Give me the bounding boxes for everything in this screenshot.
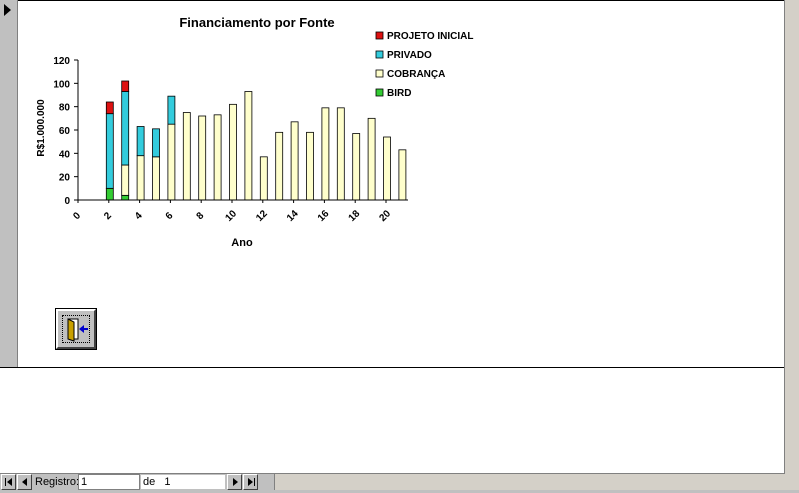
legend-label: PROJETO INICIAL xyxy=(387,31,474,42)
x-tick-label: 18 xyxy=(347,208,363,224)
bar-segment xyxy=(106,114,113,189)
x-tick-label: 6 xyxy=(164,210,176,222)
bar-segment xyxy=(399,150,406,200)
bar-segment xyxy=(276,132,283,200)
record-count: de 1 xyxy=(140,474,226,490)
size-grip[interactable] xyxy=(784,474,799,490)
next-icon xyxy=(233,478,238,486)
bar-segment xyxy=(122,92,129,166)
bar-segment xyxy=(122,165,129,195)
legend-label: PRIVADO xyxy=(387,50,432,61)
bar-segment xyxy=(168,96,175,124)
record-navigation-bar: Registro: 1 de 1 xyxy=(0,473,784,490)
y-tick-label: 60 xyxy=(59,126,71,137)
legend-swatch xyxy=(376,70,383,77)
first-record-icon xyxy=(5,478,6,486)
x-tick-label: 20 xyxy=(377,208,393,224)
bar-segment xyxy=(122,81,129,92)
record-number-input[interactable]: 1 xyxy=(78,474,140,490)
legend-swatch xyxy=(376,89,383,96)
x-tick-label: 2 xyxy=(102,210,114,222)
y-tick-label: 0 xyxy=(64,196,70,207)
record-total: 1 xyxy=(164,476,170,488)
of-label: de xyxy=(143,476,155,488)
bar-segment xyxy=(153,129,160,157)
last-record-icon xyxy=(254,478,255,486)
vertical-scrollbar[interactable] xyxy=(784,0,799,474)
bar-segment xyxy=(106,102,113,114)
record-label: Registro: xyxy=(35,475,79,489)
bar-segment xyxy=(260,157,267,200)
previous-icon xyxy=(22,478,27,486)
x-tick-label: 16 xyxy=(316,208,332,224)
y-axis-label: R$1.000.000 xyxy=(36,99,47,157)
bar-segment xyxy=(168,124,175,200)
y-tick-label: 20 xyxy=(59,173,71,184)
legend-label: COBRANÇA xyxy=(387,69,445,80)
bar-segment xyxy=(106,188,113,200)
y-tick-label: 40 xyxy=(59,149,71,160)
y-tick-label: 80 xyxy=(59,103,71,114)
exit-focus-rect xyxy=(62,315,90,343)
legend-swatch xyxy=(376,51,383,58)
bar-segment xyxy=(291,122,298,200)
bar-segment xyxy=(245,92,252,201)
chart-legend: PROJETO INICIAL PRIVADO COBRANÇA BIRD xyxy=(376,31,474,99)
bar-segment xyxy=(368,118,375,200)
bar-segment xyxy=(230,104,237,200)
x-tick-label: 8 xyxy=(195,210,207,222)
bar-segment xyxy=(137,156,144,200)
x-tick-label: 12 xyxy=(254,208,270,224)
x-tick-label: 10 xyxy=(223,208,239,224)
x-tick-label: 4 xyxy=(133,210,145,222)
x-axis-label: Ano xyxy=(231,237,253,249)
bar-segment xyxy=(384,137,391,200)
legend-swatch xyxy=(376,32,383,39)
next-record-button[interactable] xyxy=(227,474,242,490)
x-tick-label: 14 xyxy=(285,208,301,224)
previous-record-button[interactable] xyxy=(17,474,32,490)
bar-segment xyxy=(214,115,221,200)
bar-segment xyxy=(337,108,344,200)
bar-segment xyxy=(183,113,190,201)
bar-segment xyxy=(307,132,314,200)
chart-title: Financiamento por Fonte xyxy=(179,15,334,30)
exit-button[interactable] xyxy=(56,309,96,349)
x-tick-label: 0 xyxy=(71,210,83,222)
y-tick-label: 100 xyxy=(53,79,70,90)
funding-chart: Financiamento por Fonte R$1.000.000 Ano … xyxy=(0,0,784,300)
exit-door-icon xyxy=(63,316,89,342)
y-tick-label: 120 xyxy=(53,56,70,67)
bar-segment xyxy=(122,195,129,200)
bar-segment xyxy=(322,108,329,200)
bar-segment xyxy=(353,134,360,201)
bar-segment xyxy=(199,116,206,200)
last-record-button[interactable] xyxy=(243,474,258,490)
section-divider xyxy=(0,367,784,368)
horizontal-scrollbar[interactable] xyxy=(274,474,784,490)
bar-segment xyxy=(153,157,160,200)
bar-segment xyxy=(137,127,144,156)
first-record-button[interactable] xyxy=(1,474,16,490)
legend-label: BIRD xyxy=(387,88,411,99)
